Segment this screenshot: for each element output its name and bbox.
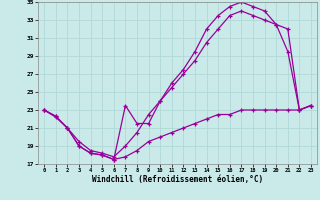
X-axis label: Windchill (Refroidissement éolien,°C): Windchill (Refroidissement éolien,°C)	[92, 175, 263, 184]
